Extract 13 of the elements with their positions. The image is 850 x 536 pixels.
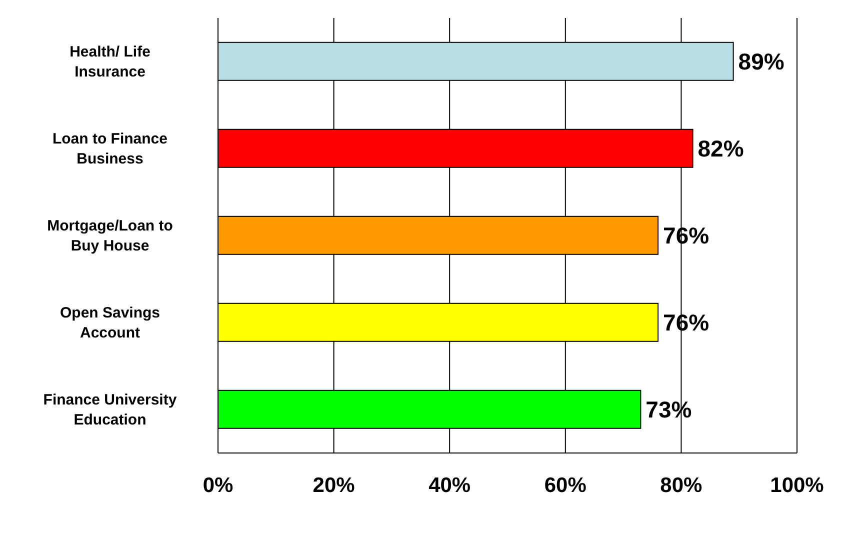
x-tick-label: 0% [202, 474, 234, 497]
x-tick-label: 40% [428, 474, 471, 497]
x-tick-label: 100% [770, 474, 824, 497]
data-label: 82% [698, 136, 744, 162]
y-tick-label: Loan to Finance Business [52, 130, 168, 167]
y-tick-label: Finance University Education [43, 391, 178, 428]
y-tick-label: Mortgage/Loan to Buy House [47, 217, 173, 254]
y-tick-label: Open Savings Account [60, 304, 160, 341]
x-tick-label: 20% [312, 474, 356, 497]
x-tick-label: 80% [660, 474, 703, 497]
data-label: 89% [738, 48, 784, 75]
x-tick-label: 60% [544, 474, 587, 497]
y-tick-label: Health/ Life Insurance [70, 43, 150, 80]
